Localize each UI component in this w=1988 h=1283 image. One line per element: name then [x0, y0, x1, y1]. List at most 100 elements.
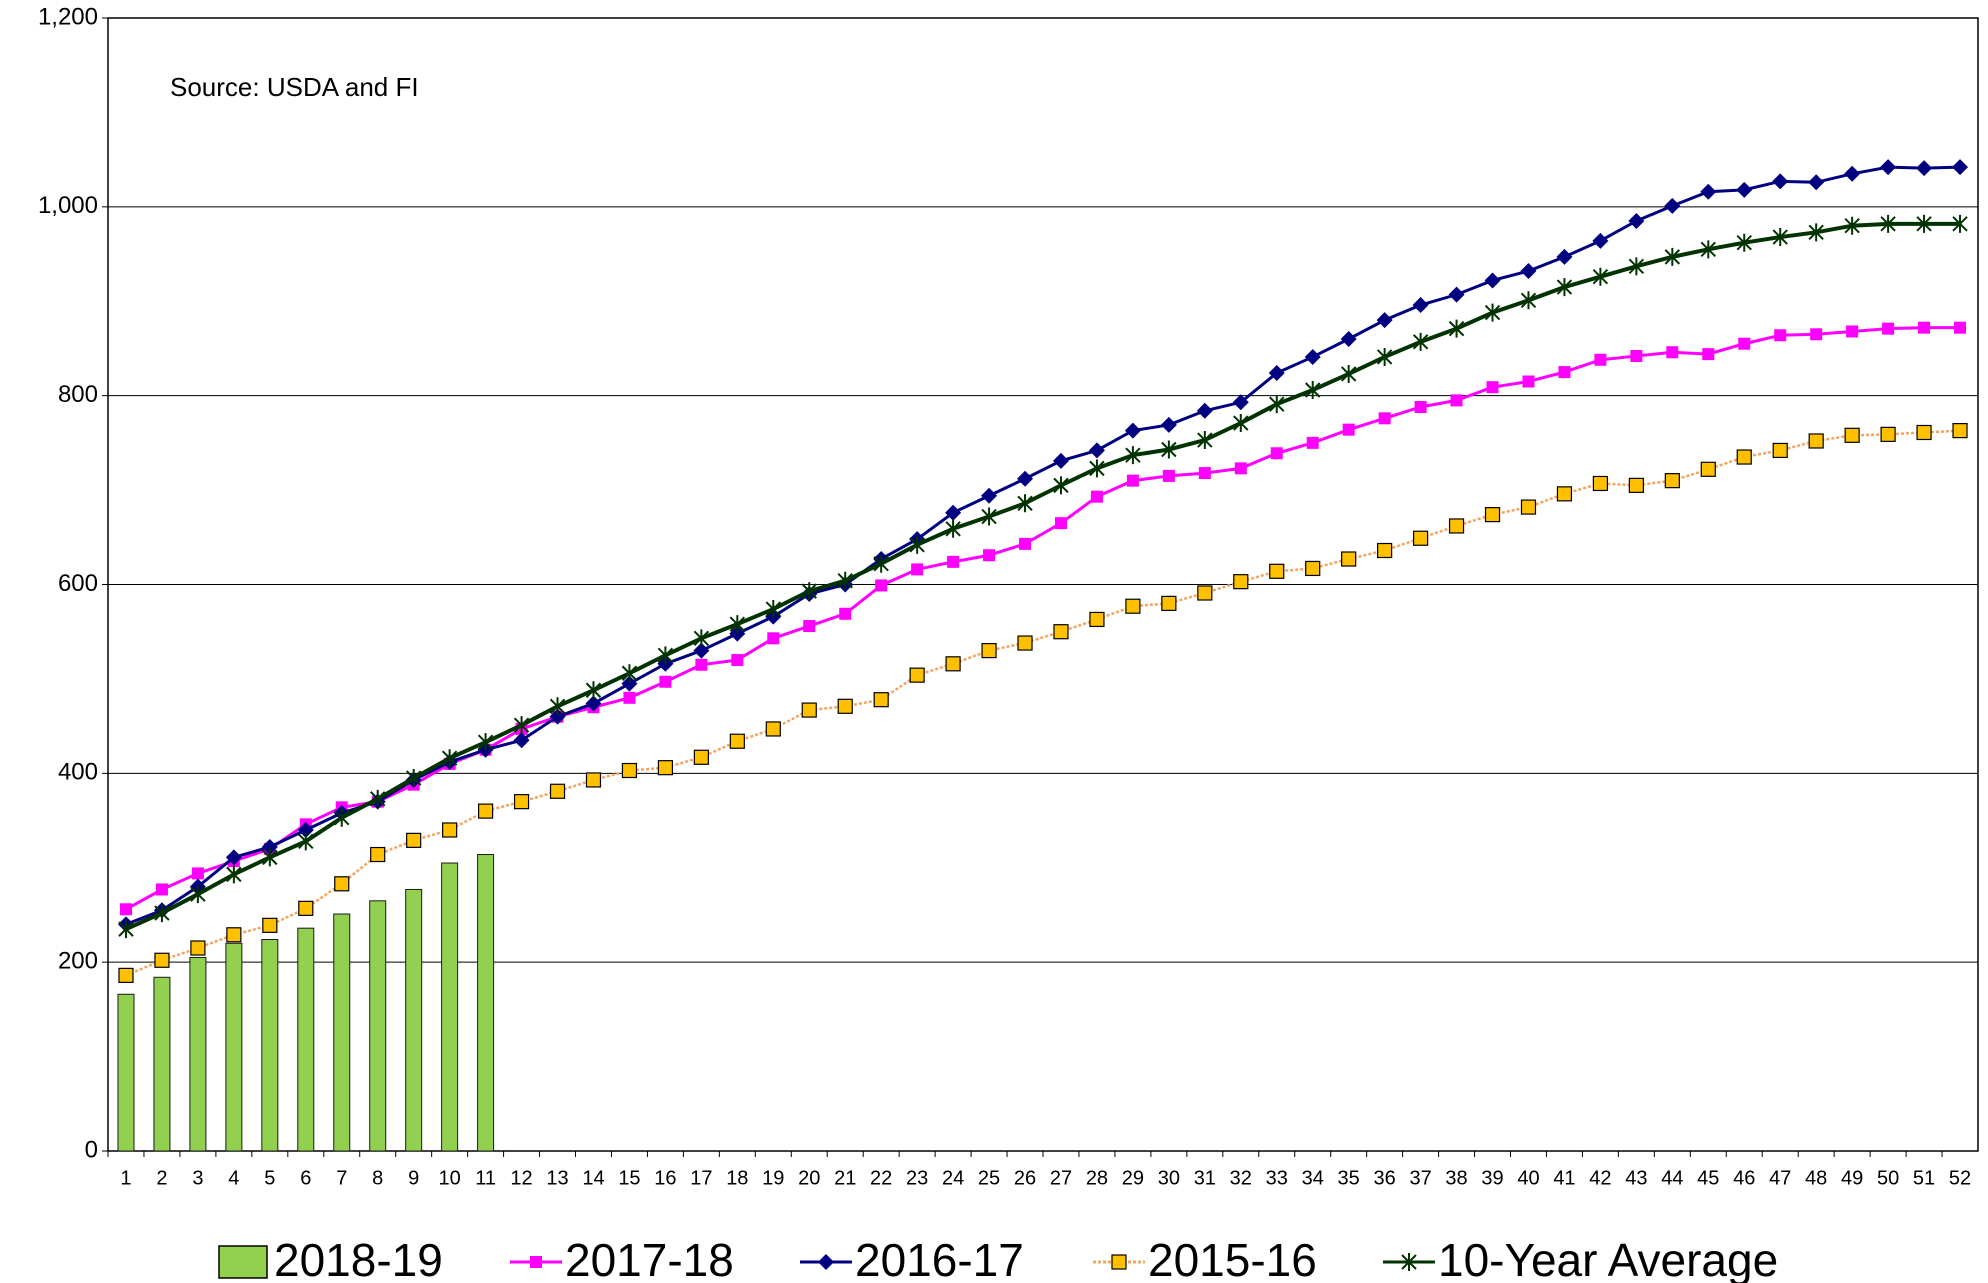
x-tick-label: 35 [1338, 1167, 1360, 1189]
bar [297, 927, 315, 1152]
point [513, 732, 530, 749]
point [1772, 173, 1789, 190]
y-tick-label: 800 [58, 381, 98, 408]
point [731, 654, 744, 667]
point [803, 620, 816, 633]
x-tick-label: 28 [1086, 1167, 1108, 1189]
point [621, 664, 638, 683]
x-tick-label: 26 [1014, 1167, 1036, 1189]
x-tick-label: 43 [1625, 1167, 1647, 1189]
point [154, 952, 170, 968]
legend-label: 2016-17 [855, 1234, 1024, 1283]
legend-label: 2015-16 [1148, 1234, 1317, 1283]
point [1378, 412, 1391, 425]
point [1952, 214, 1968, 233]
x-tick-label: 19 [762, 1167, 784, 1189]
x-tick-label: 37 [1409, 1167, 1431, 1189]
point [1197, 431, 1213, 450]
point [1592, 475, 1609, 492]
y-tick-label: 600 [58, 570, 98, 597]
point [1738, 337, 1751, 350]
point [621, 675, 638, 692]
legend-label: 10-Year Average [1438, 1234, 1778, 1283]
bar [225, 942, 243, 1152]
x-tick-label: 8 [372, 1167, 383, 1189]
point [585, 772, 602, 788]
point [801, 702, 817, 718]
point [1666, 346, 1679, 359]
y-tick-label: 400 [58, 759, 98, 786]
point [945, 504, 962, 521]
point [1448, 518, 1465, 534]
point [1556, 486, 1573, 502]
point [1017, 494, 1033, 513]
x-tick-label: 42 [1589, 1167, 1611, 1189]
point [729, 625, 746, 642]
point [873, 554, 889, 573]
point [1628, 257, 1645, 276]
point [1628, 477, 1644, 493]
point [911, 563, 924, 576]
x-tick-label: 16 [654, 1167, 676, 1189]
point [1700, 240, 1716, 259]
bar [189, 956, 207, 1152]
point [981, 507, 997, 526]
x-tick-label: 34 [1302, 1167, 1324, 1189]
point [1089, 459, 1105, 478]
point [1772, 228, 1788, 247]
point [1234, 462, 1247, 475]
point [1125, 446, 1141, 465]
point [1736, 181, 1753, 198]
x-tick-label: 21 [834, 1167, 856, 1189]
point [693, 629, 710, 648]
x-tick-label: 46 [1733, 1167, 1755, 1189]
point [334, 876, 350, 892]
point [1700, 461, 1716, 477]
point [1412, 530, 1429, 546]
point [262, 848, 278, 867]
point [1880, 426, 1896, 442]
point [1556, 278, 1573, 297]
point [477, 803, 494, 819]
point [118, 920, 134, 939]
point [767, 632, 780, 645]
point [370, 846, 386, 863]
bar [333, 913, 351, 1152]
point [549, 783, 566, 799]
x-tick-label: 36 [1374, 1167, 1396, 1189]
point [1306, 436, 1319, 449]
point [1233, 414, 1249, 433]
point [405, 769, 422, 788]
point [298, 832, 314, 851]
point [585, 695, 602, 712]
point [477, 733, 494, 752]
x-tick-label: 23 [906, 1167, 928, 1189]
x-tick-label: 32 [1230, 1167, 1252, 1189]
x-tick-label: 27 [1050, 1167, 1072, 1189]
x-tick-label: 22 [870, 1167, 892, 1189]
point [945, 519, 961, 538]
point [1808, 174, 1825, 191]
y-tick-label: 1,000 [38, 192, 98, 219]
x-tick-label: 29 [1122, 1167, 1144, 1189]
point [549, 708, 566, 725]
point [226, 927, 242, 943]
point [1160, 416, 1177, 433]
bar [405, 888, 423, 1152]
point [1772, 442, 1788, 459]
x-tick-label: 40 [1517, 1167, 1539, 1189]
point [1377, 542, 1393, 559]
point [441, 749, 458, 768]
point [1053, 624, 1069, 640]
point [1125, 598, 1141, 614]
legend-marker [818, 1254, 834, 1270]
x-tick-label: 48 [1805, 1167, 1827, 1189]
point [1808, 433, 1824, 449]
point [118, 967, 134, 983]
point [1269, 395, 1285, 414]
x-tick-label: 5 [264, 1167, 275, 1189]
point [1592, 232, 1609, 249]
point [1916, 424, 1932, 441]
point [1486, 381, 1499, 394]
